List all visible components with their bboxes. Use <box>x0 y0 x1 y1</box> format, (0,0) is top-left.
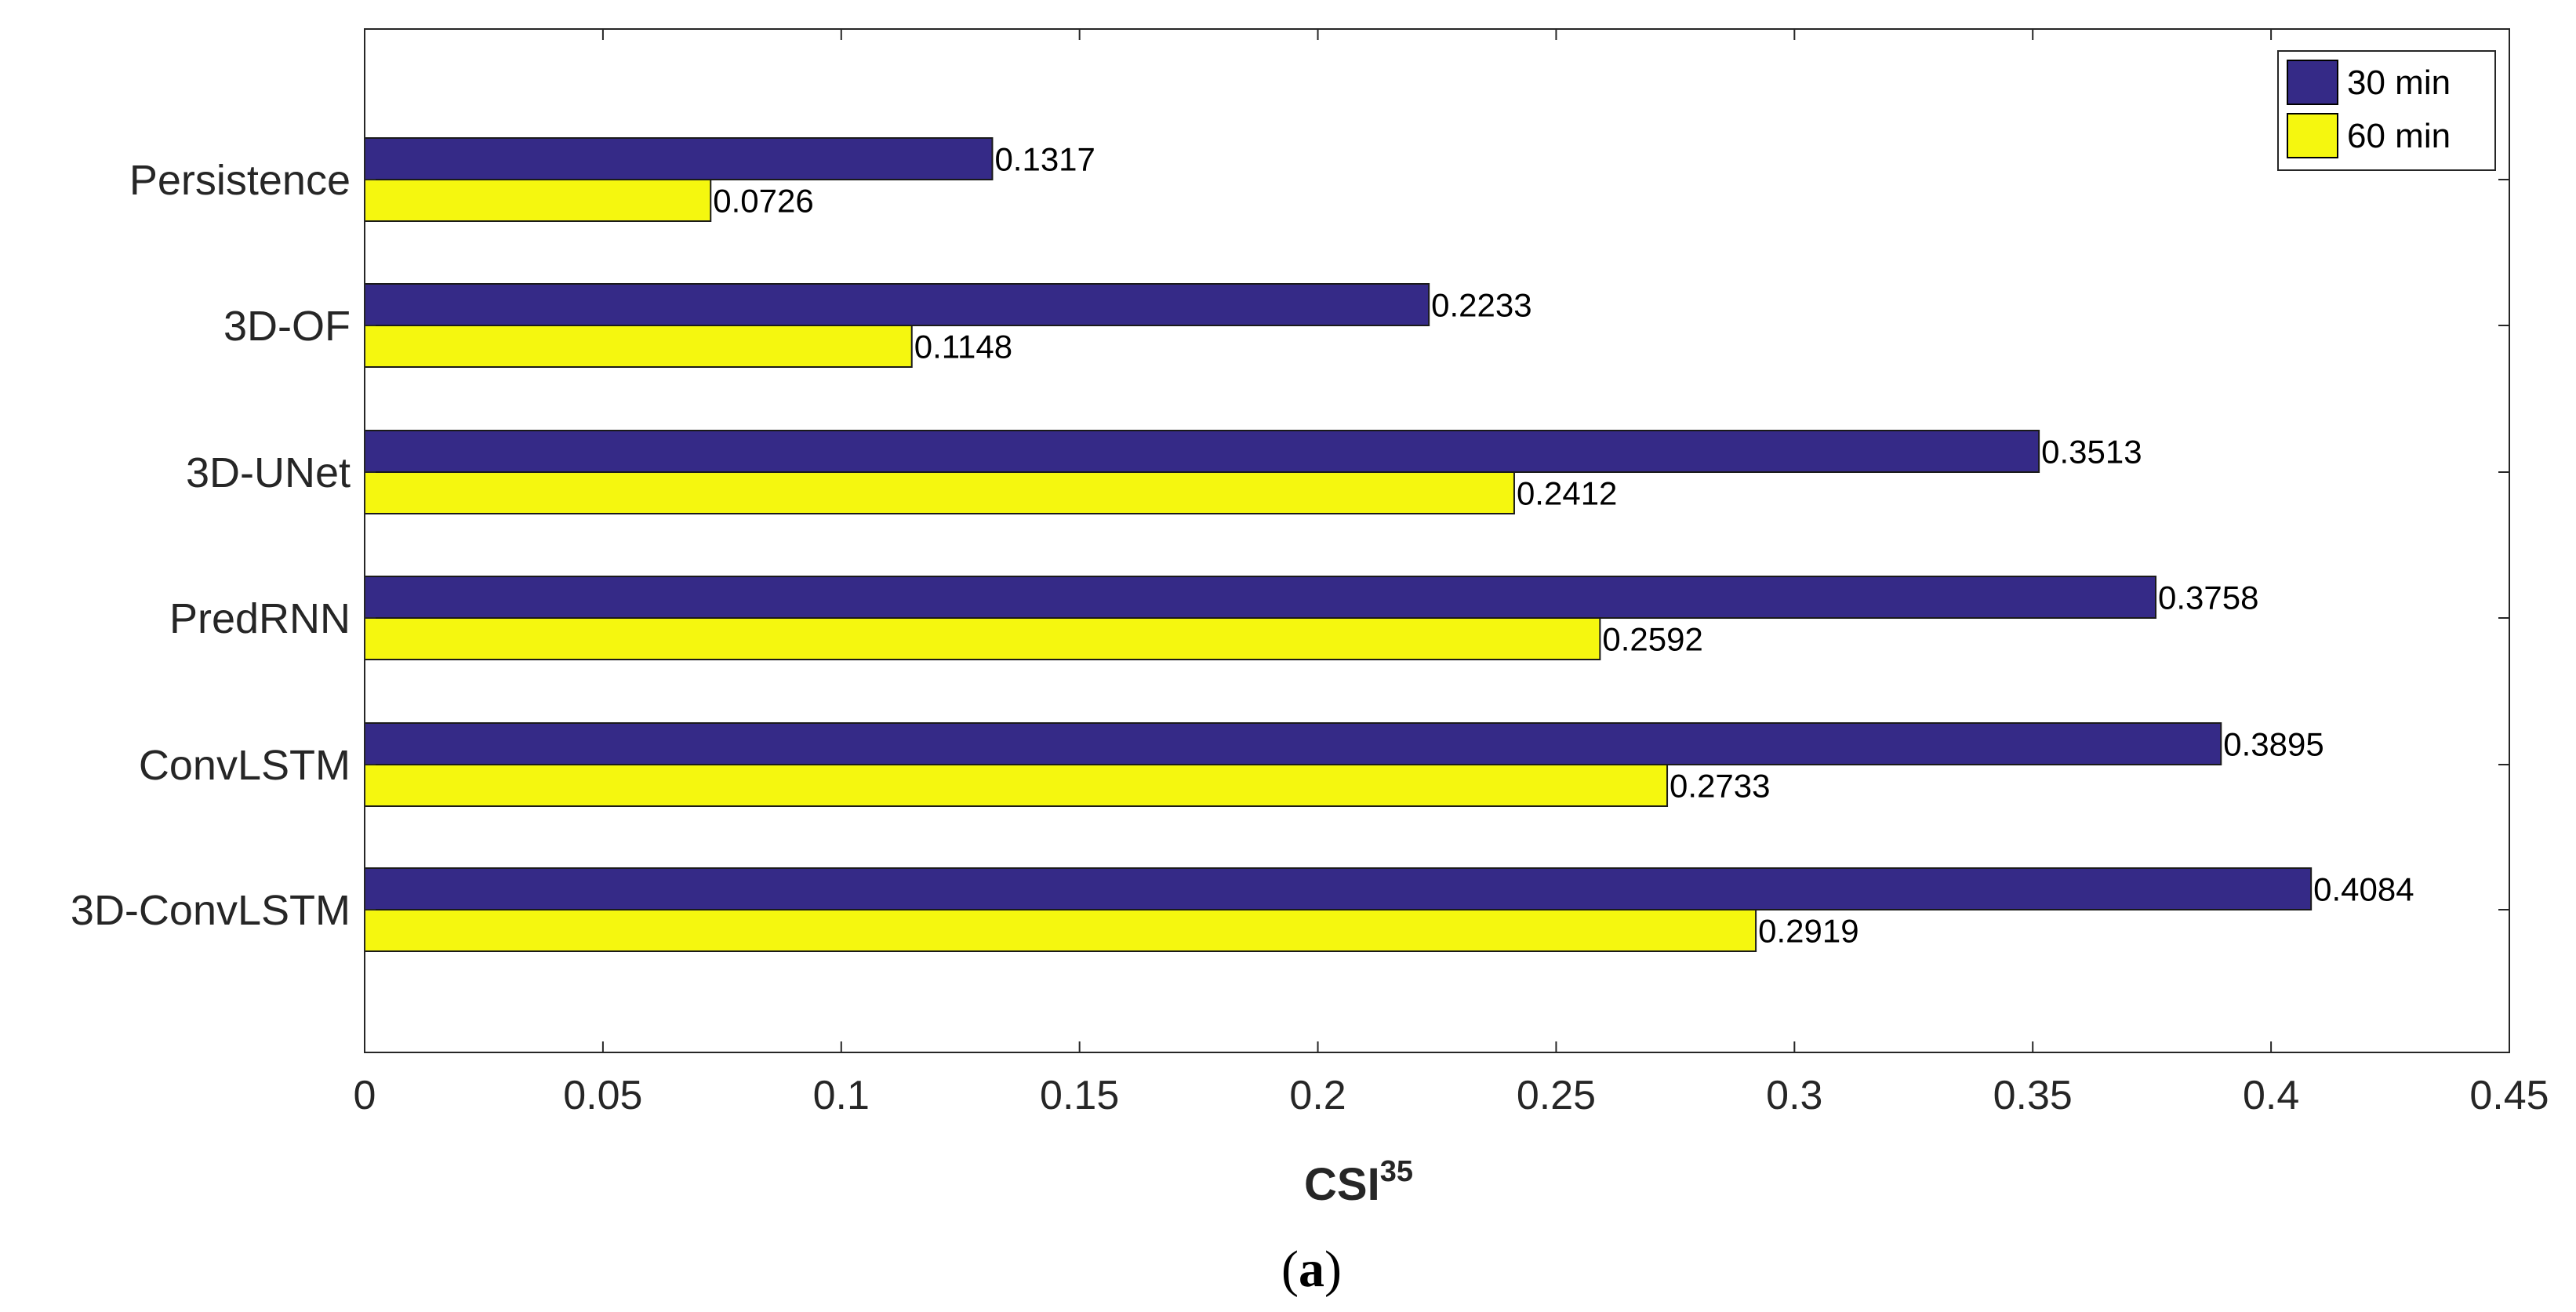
bar-3d-unet-30-min <box>364 430 2040 473</box>
value-label-persistence-30-min: 0.1317 <box>994 141 1095 178</box>
bar-3d-convlstm-30-min <box>364 867 2313 910</box>
x-axis: 0 0.05 0.1 0.15 0.2 0.25 0.3 0.35 0.4 0.45 <box>354 29 2549 1118</box>
plot-frame <box>364 28 2510 1053</box>
bar-3d-of-60-min <box>364 325 913 368</box>
value-label-predrnn-60-min: 0.2592 <box>1602 621 1702 658</box>
x-tick-label: 0.1 <box>813 1073 870 1118</box>
category-label-3d-unet: 3D-UNet <box>186 449 351 496</box>
value-label-3d-convlstm-60-min: 0.2919 <box>1758 913 1858 950</box>
x-tick-label: 0.2 <box>1289 1073 1346 1118</box>
value-label-3d-unet-30-min: 0.3513 <box>2041 434 2142 471</box>
x-tick-label: 0.45 <box>2469 1073 2549 1118</box>
value-label-3d-of-30-min: 0.2233 <box>1431 287 1531 324</box>
y-axis: Persistence 3D-OF 3D-UNet PredRNN ConvLSTM 3D… <box>71 157 2509 934</box>
value-label-persistence-60-min: 0.0726 <box>713 183 813 220</box>
x-axis-title-main: CSI <box>1304 1159 1380 1210</box>
bar-persistence-60-min <box>364 179 712 222</box>
bar-convlstm-30-min <box>364 722 2222 765</box>
value-label-3d-unet-60-min: 0.2412 <box>1517 475 1617 512</box>
category-label-3d-convlstm: 3D-ConvLSTM <box>71 887 351 934</box>
legend: 30 min 60 min <box>2277 50 2496 171</box>
value-label-predrnn-30-min: 0.3758 <box>2158 580 2258 616</box>
bar-predrnn-30-min <box>364 576 2157 619</box>
category-label-persistence: Persistence <box>129 157 351 204</box>
legend-swatch-60-min <box>2287 113 2338 158</box>
x-axis-title: CSI35 <box>1304 1155 1413 1210</box>
x-tick-label: 0.25 <box>1517 1073 1596 1118</box>
x-tick-label: 0.05 <box>563 1073 642 1118</box>
category-label-predrnn: PredRNN <box>169 595 351 642</box>
legend-swatch-30-min <box>2287 60 2338 105</box>
legend-label-30-min: 30 min <box>2347 64 2451 102</box>
bar-convlstm-60-min <box>364 764 1669 807</box>
bar-persistence-30-min <box>364 137 994 180</box>
value-label-convlstm-60-min: 0.2733 <box>1669 768 1770 805</box>
bar-predrnn-60-min <box>364 617 1601 660</box>
value-label-3d-convlstm-30-min: 0.4084 <box>2313 871 2414 908</box>
bars-layer <box>364 137 2313 952</box>
caption-letter: a <box>1299 1241 1324 1298</box>
category-label-3d-of: 3D-OF <box>223 303 351 350</box>
x-tick-label: 0.3 <box>1766 1073 1822 1118</box>
x-tick-label: 0 <box>354 1073 376 1118</box>
value-label-convlstm-30-min: 0.3895 <box>2223 726 2323 763</box>
value-labels: 0.1317 0.0726 0.2233 0.1148 0.3513 0.2412 0.37… <box>713 141 2414 950</box>
bar-3d-convlstm-60-min <box>364 909 1757 952</box>
x-tick-label: 0.35 <box>1993 1073 2073 1118</box>
x-tick-label: 0.4 <box>2243 1073 2299 1118</box>
category-label-convlstm: ConvLSTM <box>139 742 351 789</box>
value-label-3d-of-60-min: 0.1148 <box>914 329 1012 365</box>
bar-3d-unet-60-min <box>364 471 1515 514</box>
legend-label-60-min: 60 min <box>2347 117 2451 155</box>
x-axis-title-superscript: 35 <box>1380 1155 1413 1188</box>
caption-open-paren: ( <box>1281 1241 1299 1298</box>
x-tick-label: 0.15 <box>1040 1073 1119 1118</box>
bar-3d-of-30-min <box>364 283 1430 326</box>
figure-caption: (a) <box>1281 1241 1342 1298</box>
caption-close-paren: ) <box>1324 1241 1342 1298</box>
